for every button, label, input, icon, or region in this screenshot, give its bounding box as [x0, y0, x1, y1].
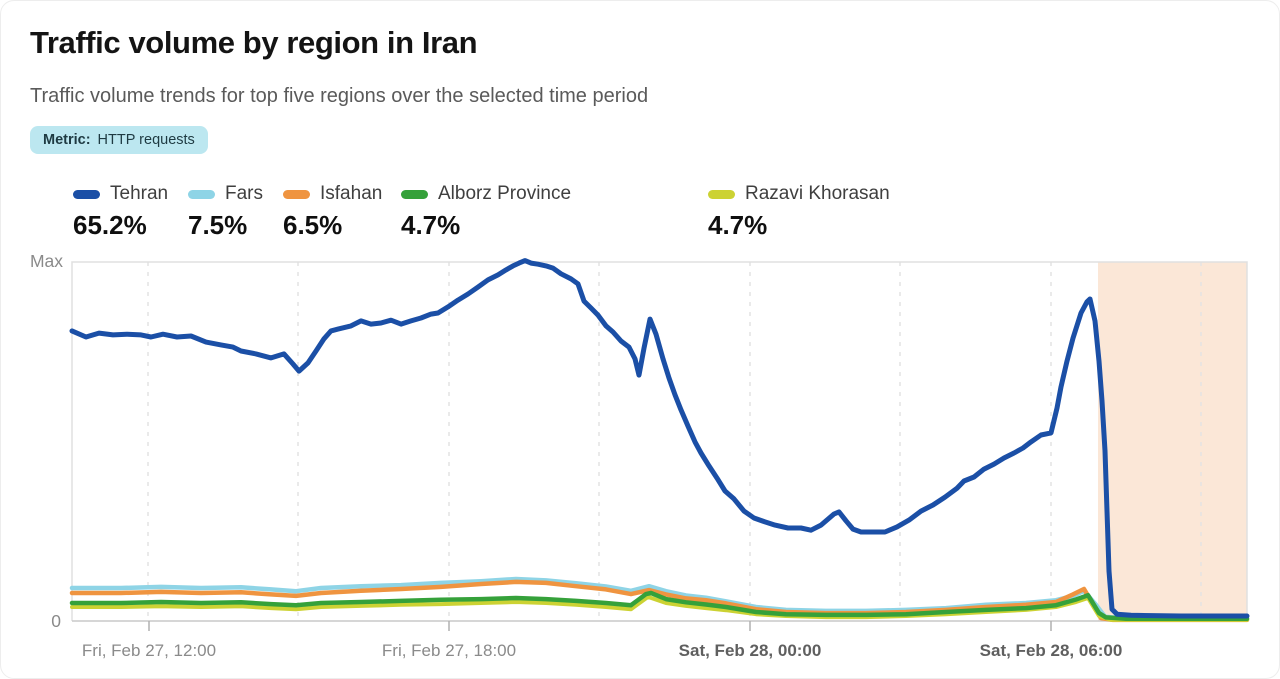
legend-label-fars: Fars: [225, 183, 263, 204]
x-axis-label: Fri, Feb 27, 18:00: [382, 641, 516, 660]
y-axis-zero-label: 0: [51, 611, 61, 631]
highlight-region: [1098, 262, 1247, 621]
legend-share-isfahan: 6.5%: [283, 210, 343, 240]
legend-label-tehran: Tehran: [110, 183, 169, 204]
x-axis-label: Sat, Feb 28, 00:00: [679, 641, 822, 660]
legend-item-fars: Fars 7.5%: [188, 181, 263, 241]
plot-border: [71, 261, 1248, 621]
metric-badge-label: Metric:: [43, 132, 91, 148]
series-line-tehran: [69, 258, 1250, 619]
legend-share-alborz-province: 4.7%: [401, 210, 461, 240]
legend-item-razavi-khorasan: Razavi Khorasan 4.7%: [708, 181, 890, 241]
y-axis-max-label: Max: [30, 251, 63, 271]
x-axis-label: Sat, Feb 28, 06:00: [980, 641, 1123, 660]
legend: Tehran 65.2% Fars 7.5% Isfahan 6.5% Albo…: [1, 181, 1279, 253]
legend-share-razavi-khorasan: 4.7%: [708, 210, 768, 240]
legend-item-isfahan: Isfahan 6.5%: [283, 181, 382, 241]
metric-badge-value: HTTP requests: [97, 132, 195, 148]
series-line-isfahan: [69, 579, 1250, 623]
legend-label-isfahan: Isfahan: [320, 183, 383, 204]
legend-share-tehran: 65.2%: [73, 210, 147, 240]
legend-label-alborz-province: Alborz Province: [438, 183, 572, 204]
legend-label-razavi-khorasan: Razavi Khorasan: [745, 183, 890, 204]
alborz-series-swatch-icon: [401, 189, 428, 199]
tehran-series-swatch-icon: [73, 189, 100, 199]
page-title: Traffic volume by region in Iran: [30, 25, 478, 60]
page-subtitle: Traffic volume trends for top five regio…: [30, 85, 649, 107]
legend-share-fars: 7.5%: [188, 210, 248, 240]
metric-badge: Metric: HTTP requests: [30, 126, 208, 154]
x-axis-label: Fri, Feb 27, 12:00: [82, 641, 216, 660]
razavi-series-swatch-icon: [708, 189, 735, 199]
fars-series-swatch-icon: [188, 189, 215, 199]
series-line-alborz-province: [69, 590, 1250, 622]
legend-item-tehran: Tehran 65.2%: [73, 181, 168, 241]
legend-item-alborz-province: Alborz Province 4.7%: [401, 181, 571, 241]
isfahan-series-swatch-icon: [283, 189, 310, 199]
